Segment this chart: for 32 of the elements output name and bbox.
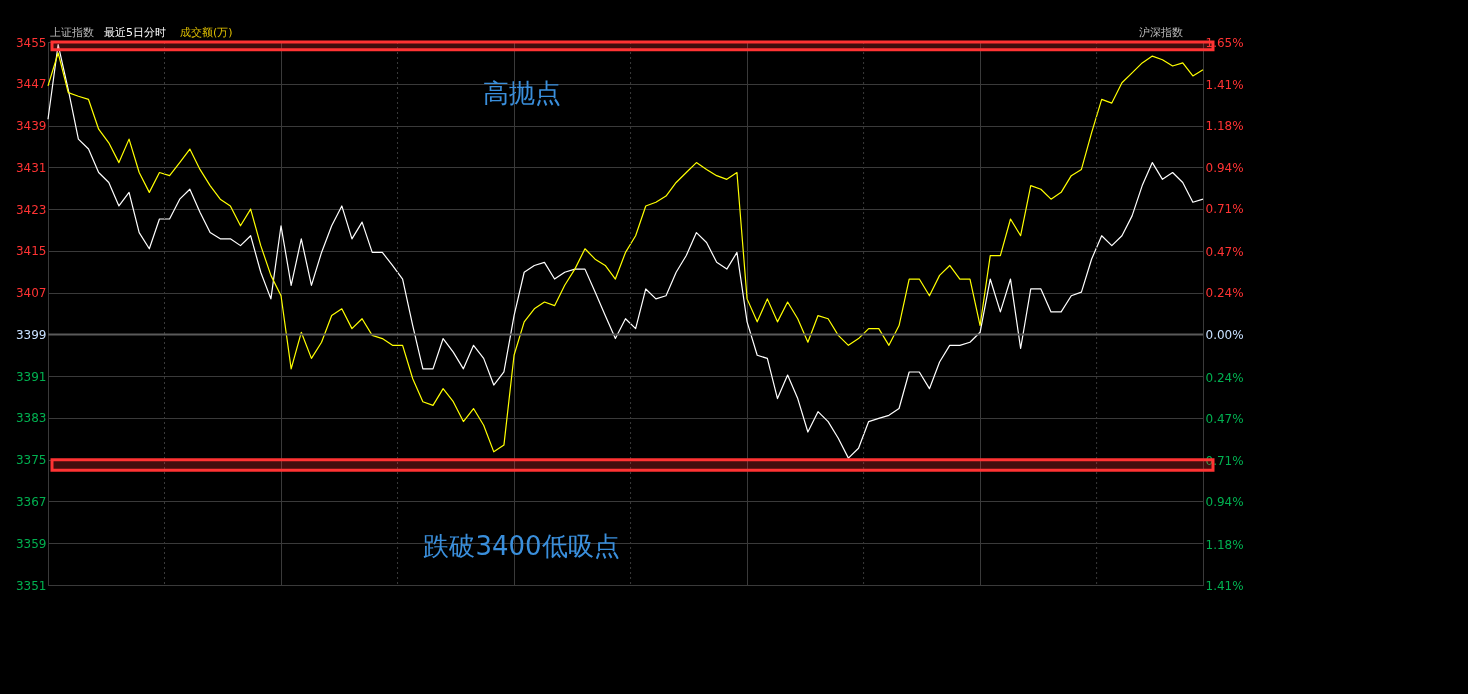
- annotation: 跌破3400低吸点: [423, 531, 620, 561]
- chart-subtitle: 最近5日分时: [104, 26, 166, 39]
- y2-tick-label: 0.00%: [1205, 328, 1244, 343]
- annotation: 高抛点: [482, 78, 561, 108]
- y-tick-label: 3431: [15, 160, 47, 175]
- y-tick-label: 3447: [15, 77, 47, 92]
- y-tick-label: 3439: [15, 119, 47, 134]
- y-tick-label: 3455: [15, 35, 47, 50]
- y-tick-label: 3415: [15, 244, 47, 259]
- y-tick-label: 3399: [15, 327, 47, 342]
- y-tick-label: 3367: [15, 494, 47, 509]
- y-tick-label: 3391: [15, 369, 47, 384]
- y-tick-label: 3423: [15, 202, 47, 217]
- y-tick-label: 3351: [15, 578, 47, 593]
- chart-title: 上证指数: [50, 26, 94, 39]
- y2-tick-label: 0.94%: [1205, 495, 1244, 510]
- y2-tick-label: 1.18%: [1205, 118, 1244, 133]
- y2-tick-label: 0.24%: [1205, 285, 1244, 300]
- y2-tick-label: 0.47%: [1205, 411, 1244, 426]
- y-tick-label: 3359: [15, 536, 47, 551]
- y2-tick-label: 0.47%: [1205, 244, 1244, 259]
- y2-tick-label: 1.41%: [1205, 578, 1244, 593]
- y2-tick-label: 0.94%: [1205, 161, 1244, 176]
- y-tick-label: 3375: [15, 453, 47, 468]
- text: 成交额(万): [180, 26, 233, 39]
- y2-tick-label: 0.71%: [1205, 202, 1244, 217]
- y-tick-label: 3383: [15, 411, 47, 426]
- y2-tick-label: 1.41%: [1205, 78, 1244, 93]
- y2-tick-label: 0.24%: [1205, 370, 1244, 385]
- text: 沪深指数: [1139, 26, 1183, 39]
- y-tick-label: 3407: [15, 286, 47, 301]
- y2-tick-label: 1.18%: [1205, 537, 1244, 552]
